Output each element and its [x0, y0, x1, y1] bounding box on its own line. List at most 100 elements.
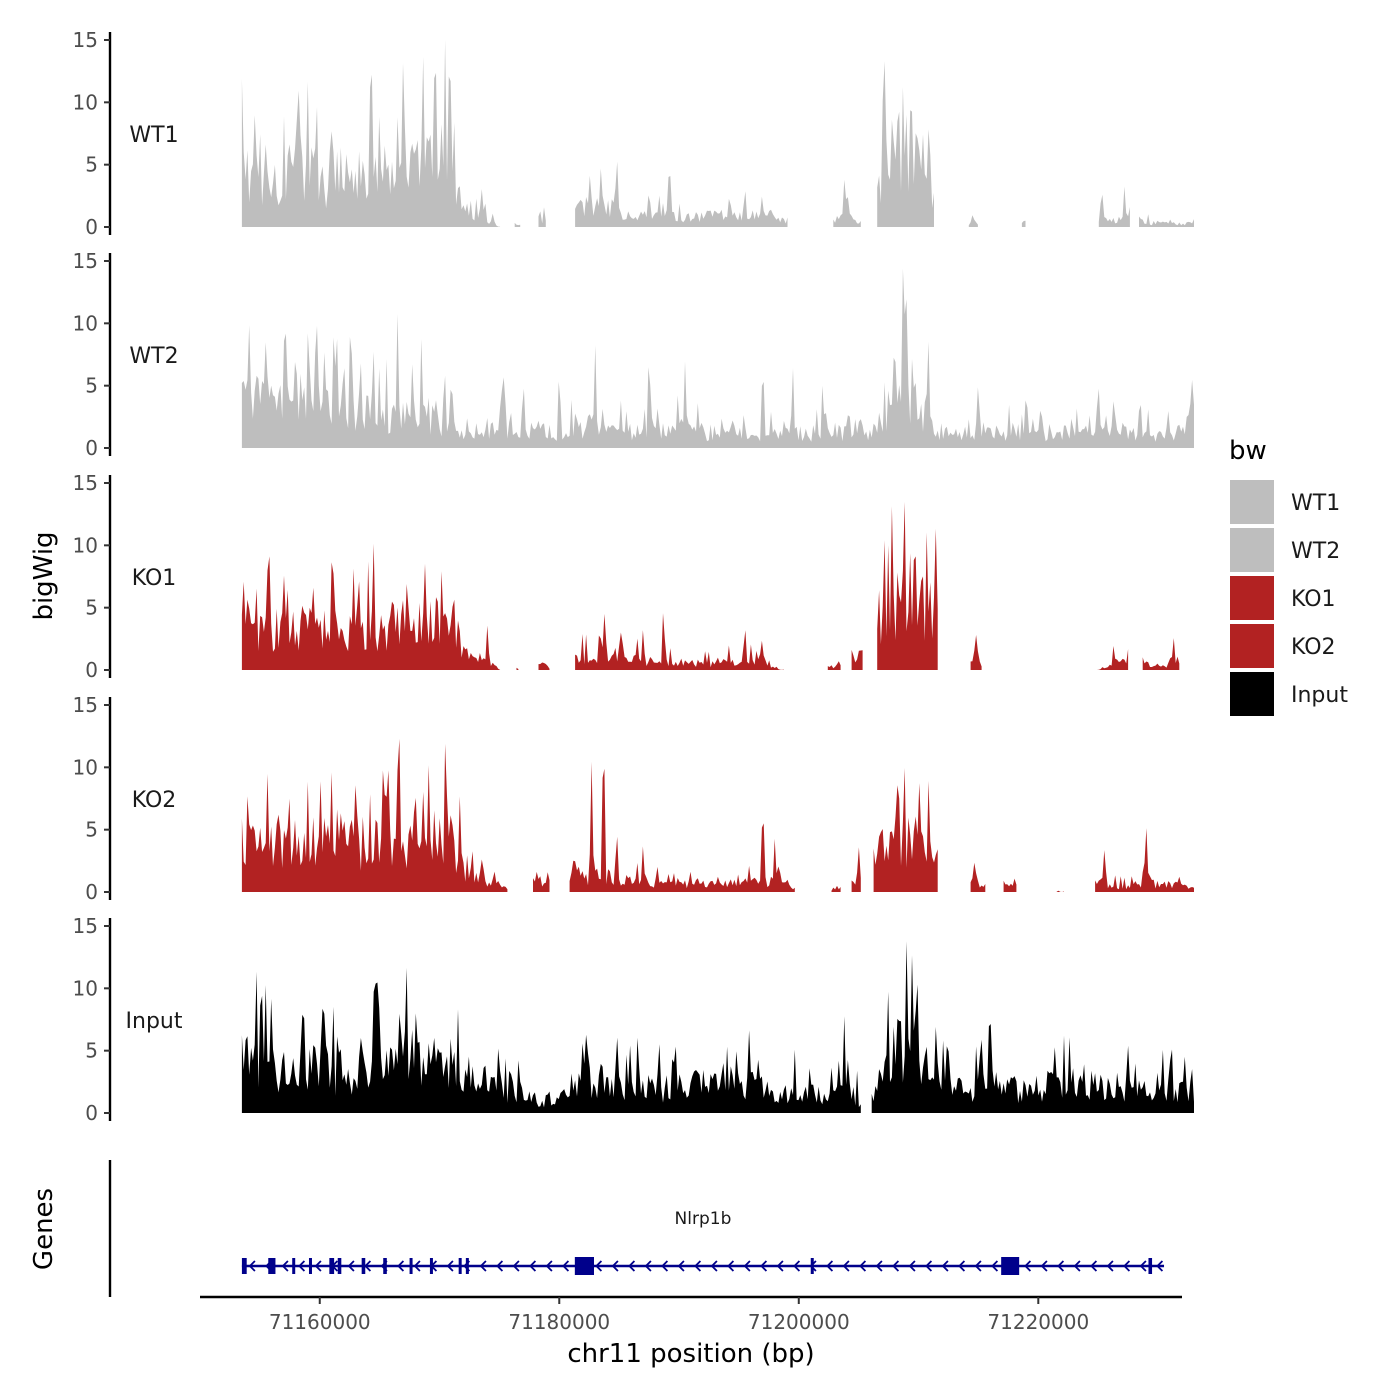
x-tick-label: 71180000: [508, 1310, 610, 1334]
y-tick-label: 5: [85, 374, 98, 398]
legend-key-wt2: [1230, 528, 1274, 572]
y-tick-label: 15: [73, 914, 98, 938]
legend-key-input: [1230, 672, 1274, 716]
strand-arrow: [677, 1260, 685, 1272]
strand-arrow: [611, 1260, 619, 1272]
strand-arrow: [628, 1260, 636, 1272]
track-label: WT1: [129, 123, 178, 148]
exon: [574, 1257, 594, 1275]
strand-arrow: [281, 1260, 289, 1272]
strand-arrow: [314, 1260, 322, 1272]
y-tick-label: 15: [73, 471, 98, 495]
strand-arrow: [595, 1260, 603, 1272]
strand-arrow: [727, 1260, 735, 1272]
gene-name-label: Nlrp1b: [675, 1209, 732, 1229]
strand-arrow: [397, 1260, 405, 1272]
strand-arrow: [446, 1260, 454, 1272]
legend-label-ko1: KO1: [1291, 587, 1336, 612]
exon: [337, 1258, 342, 1274]
legend-key-ko1: [1230, 576, 1274, 620]
strand-arrow: [644, 1260, 652, 1272]
coverage-area-ko1: [241, 501, 1180, 670]
exon: [383, 1258, 387, 1274]
x-tick-label: 71220000: [987, 1310, 1089, 1334]
strand-arrow: [248, 1260, 256, 1272]
track-label: KO2: [132, 788, 177, 813]
y-tick-label: 10: [73, 533, 98, 557]
strand-arrow: [974, 1260, 982, 1272]
strand-arrow: [875, 1260, 883, 1272]
x-tick-label: 71160000: [269, 1310, 371, 1334]
track-label: KO1: [132, 566, 177, 591]
strand-arrow: [1024, 1260, 1032, 1272]
x-axis-title: chr11 position (bp): [567, 1339, 814, 1369]
strand-arrow: [760, 1260, 768, 1272]
strand-arrow: [958, 1260, 966, 1272]
legend-title: bw: [1229, 436, 1267, 466]
y-tick-label: 15: [73, 693, 98, 717]
gene-track: Nlrp1b: [108, 1160, 1165, 1297]
strand-arrow: [710, 1260, 718, 1272]
track-wt2: 0 5 10 15 WT2: [73, 249, 1194, 460]
track-ko2: 0 5 10 15 KO2: [73, 693, 1194, 904]
strand-arrow: [776, 1260, 784, 1272]
strand-arrow: [826, 1260, 834, 1272]
strand-arrow: [925, 1260, 933, 1272]
strand-arrow: [413, 1260, 421, 1272]
y-tick-label: 5: [85, 596, 98, 620]
strand-arrow: [743, 1260, 751, 1272]
coverage-area-input: [241, 941, 1194, 1113]
track-label: WT2: [129, 344, 178, 369]
exon: [1001, 1257, 1020, 1275]
y-tick-label: 0: [85, 436, 98, 460]
strand-arrow: [545, 1260, 553, 1272]
y-tick-label: 5: [85, 1039, 98, 1063]
strand-arrow: [347, 1260, 355, 1272]
strand-arrow: [529, 1260, 537, 1272]
exon: [241, 1258, 247, 1274]
exon: [1148, 1258, 1153, 1274]
y-tick-label: 0: [85, 215, 98, 239]
exon: [292, 1258, 296, 1274]
strand-arrow: [1139, 1260, 1147, 1272]
exon: [458, 1258, 462, 1274]
coverage-area-wt1: [241, 40, 1194, 227]
strand-arrow: [991, 1260, 999, 1272]
strand-arrow: [298, 1260, 306, 1272]
legend: bw WT1 WT2 KO1 KO2 Input: [1229, 436, 1348, 716]
strand-arrow: [1040, 1260, 1048, 1272]
y-tick-label: 15: [73, 28, 98, 52]
strand-arrow: [908, 1260, 916, 1272]
coverage-area-ko2: [241, 738, 1194, 892]
strand-arrow: [892, 1260, 900, 1272]
strand-arrow: [859, 1260, 867, 1272]
y-tick-label: 10: [73, 311, 98, 335]
y-tick-label: 0: [85, 658, 98, 682]
strand-arrow: [1057, 1260, 1065, 1272]
strand-arrow: [793, 1260, 801, 1272]
track-input: 0 5 10 15 Input: [73, 914, 1194, 1125]
y-axis-title: bigWig: [29, 531, 59, 620]
legend-label-wt2: WT2: [1291, 539, 1340, 564]
legend-key-ko2: [1230, 624, 1274, 668]
x-tick-label: 71200000: [748, 1310, 850, 1334]
y-tick-label: 15: [73, 249, 98, 273]
legend-key-wt1: [1230, 480, 1274, 524]
strand-arrow: [1073, 1260, 1081, 1272]
y-tick-label: 5: [85, 818, 98, 842]
strand-arrow: [496, 1260, 504, 1272]
strand-arrow: [941, 1260, 949, 1272]
strand-arrow: [364, 1260, 372, 1272]
track-label: Input: [126, 1009, 183, 1034]
exon: [409, 1258, 413, 1274]
legend-label-ko2: KO2: [1291, 635, 1336, 660]
y-tick-label: 0: [85, 1101, 98, 1125]
exon: [465, 1258, 469, 1274]
tracks-layer: 0 5 10 15 WT1 0 5 10 15 WT2 0 5 10 15 KO1 0 5 10 15 KO2 0 5 10…: [73, 28, 1194, 1125]
legend-label-input: Input: [1291, 683, 1348, 708]
exon: [268, 1258, 276, 1274]
y-tick-label: 10: [73, 976, 98, 1000]
strand-arrow: [661, 1260, 669, 1272]
